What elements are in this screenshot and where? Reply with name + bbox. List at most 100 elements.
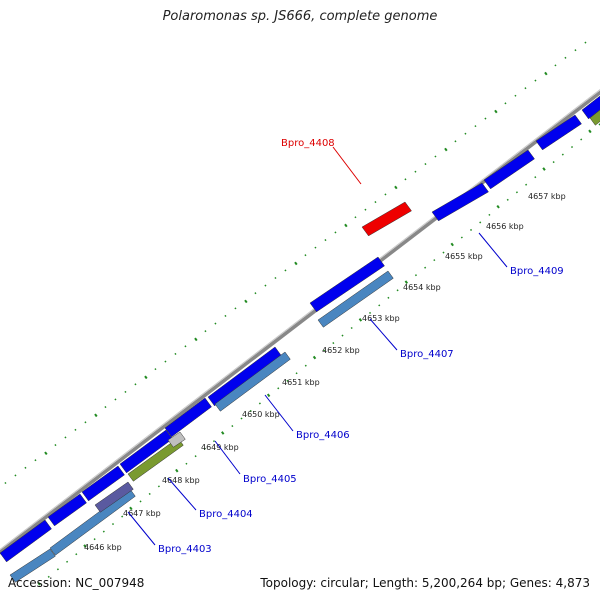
outer-tick: [434, 155, 437, 158]
outer-tick: [214, 322, 217, 325]
inner-tick: [277, 387, 280, 390]
inner-tick: [175, 468, 179, 473]
inner-tick: [496, 204, 500, 209]
inner-tick: [506, 198, 509, 201]
reverse-gene: [127, 437, 184, 482]
outer-tick: [324, 238, 327, 242]
inner-tick: [249, 409, 252, 413]
outer-tick: [304, 254, 307, 257]
inner-tick: [212, 440, 216, 443]
inner-tick: [525, 183, 528, 186]
outer-tick: [34, 459, 37, 462]
inner-tick: [56, 568, 59, 571]
outer-tick: [554, 64, 557, 67]
inner-tick: [442, 251, 445, 254]
inner-tick: [368, 311, 372, 314]
inner-tick: [561, 153, 564, 156]
gene-label: Bpro_4403: [158, 544, 212, 555]
outer-tick: [584, 41, 587, 44]
inner-tick: [588, 129, 592, 134]
forward-gene: [535, 114, 582, 151]
outer-tick: [334, 231, 337, 234]
gene-label: Bpro_4408: [281, 138, 335, 149]
inner-tick: [66, 560, 69, 563]
outer-tick: [124, 390, 127, 393]
inner-tick: [515, 191, 518, 194]
inner-tick: [231, 424, 234, 428]
inner-tick: [93, 538, 96, 541]
gene-label: Bpro_4405: [243, 474, 297, 485]
outer-tick: [524, 87, 527, 90]
forward-gene: [581, 95, 600, 120]
outer-tick: [114, 398, 117, 401]
inner-tick: [221, 431, 225, 435]
tick-label: 4655 kbp: [445, 252, 483, 261]
inner-tick: [323, 349, 326, 352]
inner-tick-ring: [37, 123, 600, 586]
highlighted-gene: [361, 201, 412, 237]
tick-label: 4653 kbp: [362, 314, 400, 323]
inner-tick: [295, 372, 298, 375]
tick-label: 4656 kbp: [486, 222, 524, 231]
inner-tick: [47, 575, 50, 578]
outer-tick: [74, 428, 77, 431]
outer-tick: [414, 170, 417, 173]
forward-gene: [81, 465, 125, 502]
outer-tick: [64, 436, 67, 439]
outer-tick: [344, 223, 348, 228]
inner-tick: [404, 280, 409, 284]
forward-gene: [0, 519, 52, 563]
reverse-gene: [9, 548, 56, 583]
accession-text: Accession: NC_007948: [8, 576, 145, 590]
inner-tick: [75, 553, 78, 556]
inner-tick: [37, 581, 41, 586]
reverse-gene: [214, 351, 291, 412]
gene-leader-line: [332, 146, 362, 185]
tick-label: 4652 kbp: [322, 346, 360, 355]
reverse-strand-genes: [9, 109, 600, 583]
outer-tick: [264, 284, 267, 287]
forward-gene: [207, 346, 282, 407]
outer-tick: [154, 368, 157, 371]
tick-label: 4650 kbp: [242, 410, 280, 419]
tick-label: 4646 kbp: [84, 543, 122, 552]
tick-label: 4648 kbp: [162, 476, 200, 485]
outer-tick: [134, 383, 137, 386]
gene-leader-line: [264, 394, 294, 432]
inner-tick: [424, 266, 427, 269]
outer-tick: [364, 208, 367, 211]
gene-leader-line: [127, 511, 156, 546]
outer-tick: [224, 314, 227, 318]
inner-tick: [460, 236, 463, 239]
outer-tick: [454, 140, 457, 143]
inner-tick: [203, 447, 206, 450]
tick-label: 4651 kbp: [282, 378, 320, 387]
inner-tick: [332, 342, 335, 345]
outer-tick: [54, 443, 57, 447]
inner-tick: [312, 355, 317, 360]
inner-tick: [378, 304, 381, 307]
outer-tick: [544, 71, 548, 76]
outer-tick: [504, 102, 507, 105]
inner-tick: [286, 379, 289, 382]
gene-leader-line: [167, 477, 197, 511]
outer-tick: [104, 406, 107, 409]
tick-label: 4657 kbp: [528, 192, 566, 201]
inner-tick: [266, 393, 271, 398]
inner-tick: [194, 455, 197, 458]
inner-tick: [570, 145, 574, 149]
outer-tick: [394, 185, 398, 190]
inner-tick: [341, 334, 344, 337]
outer-tick: [234, 307, 237, 310]
outer-tick: [444, 147, 448, 152]
outer-tick: [534, 79, 537, 82]
outer-tick: [184, 345, 187, 348]
inner-tick: [139, 500, 142, 503]
outer-tick: [384, 193, 387, 196]
outer-tick: [44, 451, 48, 456]
outer-tick: [404, 178, 407, 181]
outer-tick: [464, 132, 467, 135]
inner-tick: [102, 530, 105, 533]
inner-tick: [185, 462, 188, 465]
